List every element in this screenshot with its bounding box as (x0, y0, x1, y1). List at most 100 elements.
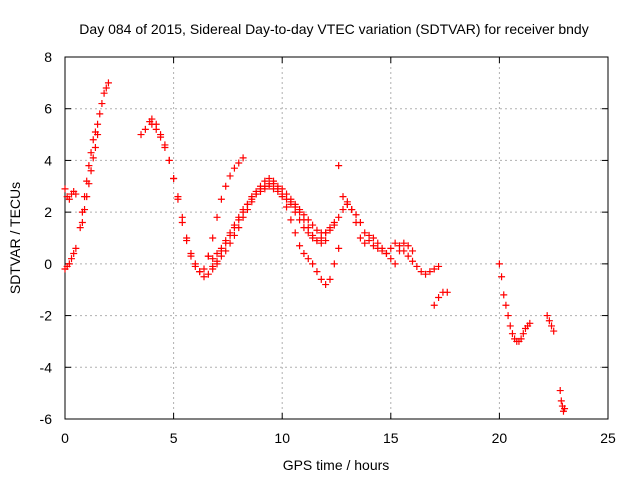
series-s2 (61, 244, 80, 273)
data-point (283, 190, 291, 198)
data-point (187, 252, 195, 260)
data-point (504, 312, 512, 320)
data-point (217, 252, 225, 260)
data-point (409, 257, 417, 265)
data-point (369, 234, 377, 242)
data-point (330, 260, 338, 268)
data-point (209, 255, 217, 263)
data-point (87, 167, 95, 175)
series-s10 (343, 198, 417, 268)
data-point (235, 159, 243, 167)
data-point (352, 218, 360, 226)
data-point (495, 260, 503, 268)
data-point (404, 242, 412, 250)
data-point (200, 265, 208, 273)
series-s11 (430, 288, 451, 309)
data-point (339, 206, 347, 214)
y-tick-label: 6 (44, 101, 52, 117)
data-point (502, 301, 510, 309)
data-point (296, 242, 304, 250)
data-point (94, 131, 102, 139)
x-axis-label: GPS time / hours (283, 457, 390, 473)
series-s6 (148, 120, 247, 276)
data-point (391, 239, 399, 247)
y-tick-label: -6 (40, 411, 53, 427)
data-point (387, 255, 395, 263)
data-point (283, 203, 291, 211)
data-point (339, 193, 347, 201)
data-point (300, 216, 308, 224)
y-axis-label: SDTVAR / TECUs (7, 182, 23, 294)
data-point (391, 260, 399, 268)
data-point (330, 218, 338, 226)
data-point (209, 234, 217, 242)
data-point (300, 250, 308, 258)
y-tick-label: 2 (44, 204, 52, 220)
data-point (365, 231, 373, 239)
data-point (65, 195, 73, 203)
data-point (72, 190, 80, 198)
data-point (291, 203, 299, 211)
data-point (230, 231, 238, 239)
data-point (404, 252, 412, 260)
grid-lines (65, 57, 608, 419)
data-point (178, 218, 186, 226)
data-point (304, 224, 312, 232)
data-point (435, 262, 443, 270)
data-point (413, 262, 421, 270)
x-tick-label: 15 (383, 430, 399, 446)
data-point (222, 182, 230, 190)
data-point (343, 198, 351, 206)
data-point (270, 180, 278, 188)
data-point (352, 211, 360, 219)
x-tick-label: 10 (274, 430, 290, 446)
data-point (174, 195, 182, 203)
data-point (137, 131, 145, 139)
data-point (100, 89, 108, 97)
data-point (322, 237, 330, 245)
data-point (102, 84, 110, 92)
series-s1 (61, 185, 80, 203)
data-point (322, 229, 330, 237)
data-point (148, 120, 156, 128)
plot-frame (64, 56, 609, 420)
y-tick-label: -4 (40, 359, 53, 375)
data-point (278, 185, 286, 193)
data-point (89, 154, 97, 162)
data-point (191, 262, 199, 270)
series-s3 (76, 79, 112, 232)
data-point (165, 156, 173, 164)
data-point (395, 247, 403, 255)
data-point (85, 162, 93, 170)
data-point (430, 265, 438, 273)
data-point (400, 239, 408, 247)
data-point (81, 206, 89, 214)
y-tick-label: -2 (40, 308, 53, 324)
data-point (335, 244, 343, 252)
data-point (226, 239, 234, 247)
data-point (309, 231, 317, 239)
data-point (94, 120, 102, 128)
x-tick-label: 20 (492, 430, 508, 446)
data-point (230, 164, 238, 172)
data-point (335, 162, 343, 170)
data-point (104, 79, 112, 87)
data-point (309, 260, 317, 268)
data-point (261, 182, 269, 190)
data-point (89, 136, 97, 144)
data-point (322, 281, 330, 289)
x-tick-label: 5 (170, 430, 178, 446)
data-point (78, 218, 86, 226)
data-point (287, 216, 295, 224)
data-point (335, 213, 343, 221)
data-point (287, 198, 295, 206)
data-point (252, 190, 260, 198)
data-point (161, 144, 169, 151)
data-point (213, 213, 221, 221)
data-point (296, 208, 304, 216)
data-point (196, 268, 204, 276)
data-point (256, 185, 264, 193)
data-point (498, 273, 506, 281)
data-point (217, 195, 225, 203)
